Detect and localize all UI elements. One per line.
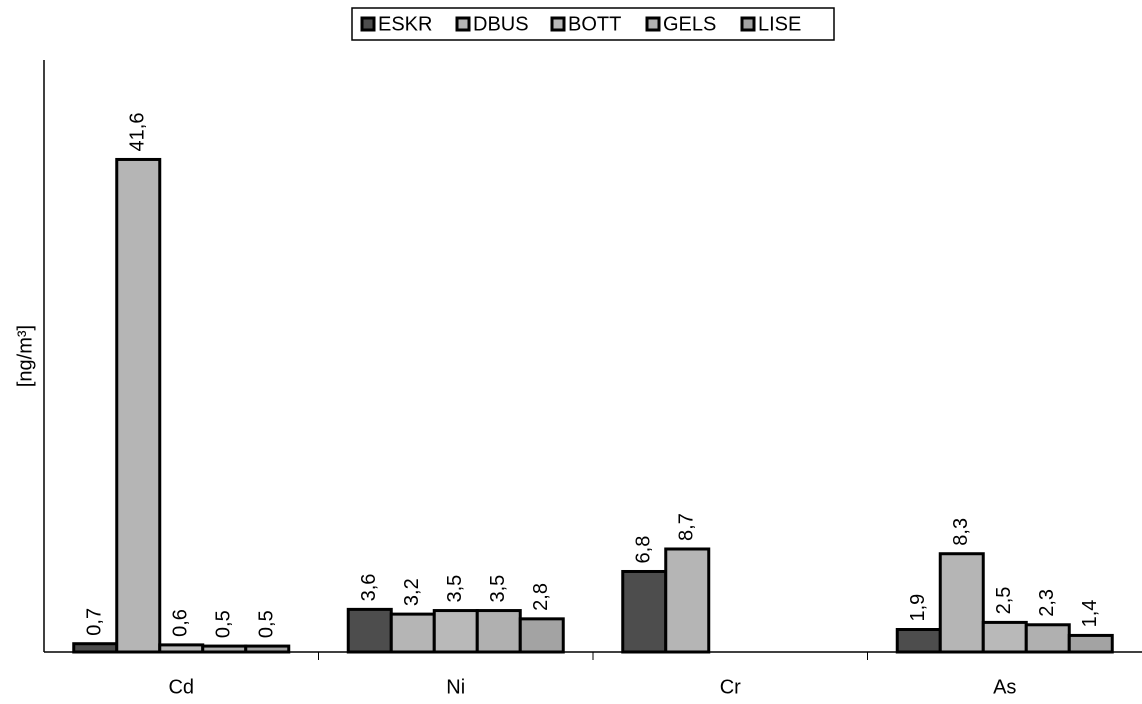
bar <box>432 609 479 654</box>
legend-label: GELS <box>663 13 716 35</box>
bar <box>115 157 162 654</box>
bar <box>244 644 291 654</box>
value-label: 3,6 <box>358 574 380 602</box>
legend-label: LISE <box>758 13 801 35</box>
x-tick-label: As <box>993 676 1016 698</box>
value-label: 0,5 <box>256 610 278 638</box>
value-label: 3,5 <box>444 575 466 603</box>
value-label: 0,5 <box>213 610 235 638</box>
value-label: 0,6 <box>170 609 192 637</box>
bar <box>1024 623 1071 654</box>
value-label: 3,2 <box>401 578 423 606</box>
legend-swatch <box>360 16 376 32</box>
bar <box>938 552 985 654</box>
value-label: 1,4 <box>1079 600 1101 628</box>
value-label: 2,5 <box>993 587 1015 615</box>
value-label: 6,8 <box>633 536 655 564</box>
legend-swatch <box>455 16 471 32</box>
bar <box>475 609 522 654</box>
bar <box>389 612 436 654</box>
bar <box>158 643 205 654</box>
x-tick-label: Ni <box>446 676 465 698</box>
value-label: 2,8 <box>530 583 552 611</box>
legend-swatch <box>740 16 756 32</box>
bar <box>1067 633 1114 654</box>
y-axis-label: [ng/m³] <box>14 325 36 387</box>
bar <box>621 569 668 654</box>
value-label: 1,9 <box>907 594 929 622</box>
bar <box>201 644 248 654</box>
legend-swatch <box>550 16 566 32</box>
bar <box>72 642 119 654</box>
value-label: 0,7 <box>84 608 106 636</box>
legend-label: DBUS <box>473 13 529 35</box>
x-tick-label: Cd <box>168 676 194 698</box>
legend-label: ESKR <box>378 13 432 35</box>
bar <box>346 607 393 654</box>
legend-swatch <box>645 16 661 32</box>
legend-label: BOTT <box>568 13 621 35</box>
value-label: 8,3 <box>950 518 972 546</box>
value-label: 41,6 <box>127 113 149 152</box>
bar <box>981 620 1028 654</box>
value-label: 8,7 <box>676 513 698 541</box>
value-label: 3,5 <box>487 575 509 603</box>
x-tick-label: Cr <box>720 676 741 698</box>
bar <box>664 547 711 654</box>
bar <box>895 628 942 654</box>
bar <box>518 617 565 654</box>
value-label: 2,3 <box>1036 589 1058 617</box>
